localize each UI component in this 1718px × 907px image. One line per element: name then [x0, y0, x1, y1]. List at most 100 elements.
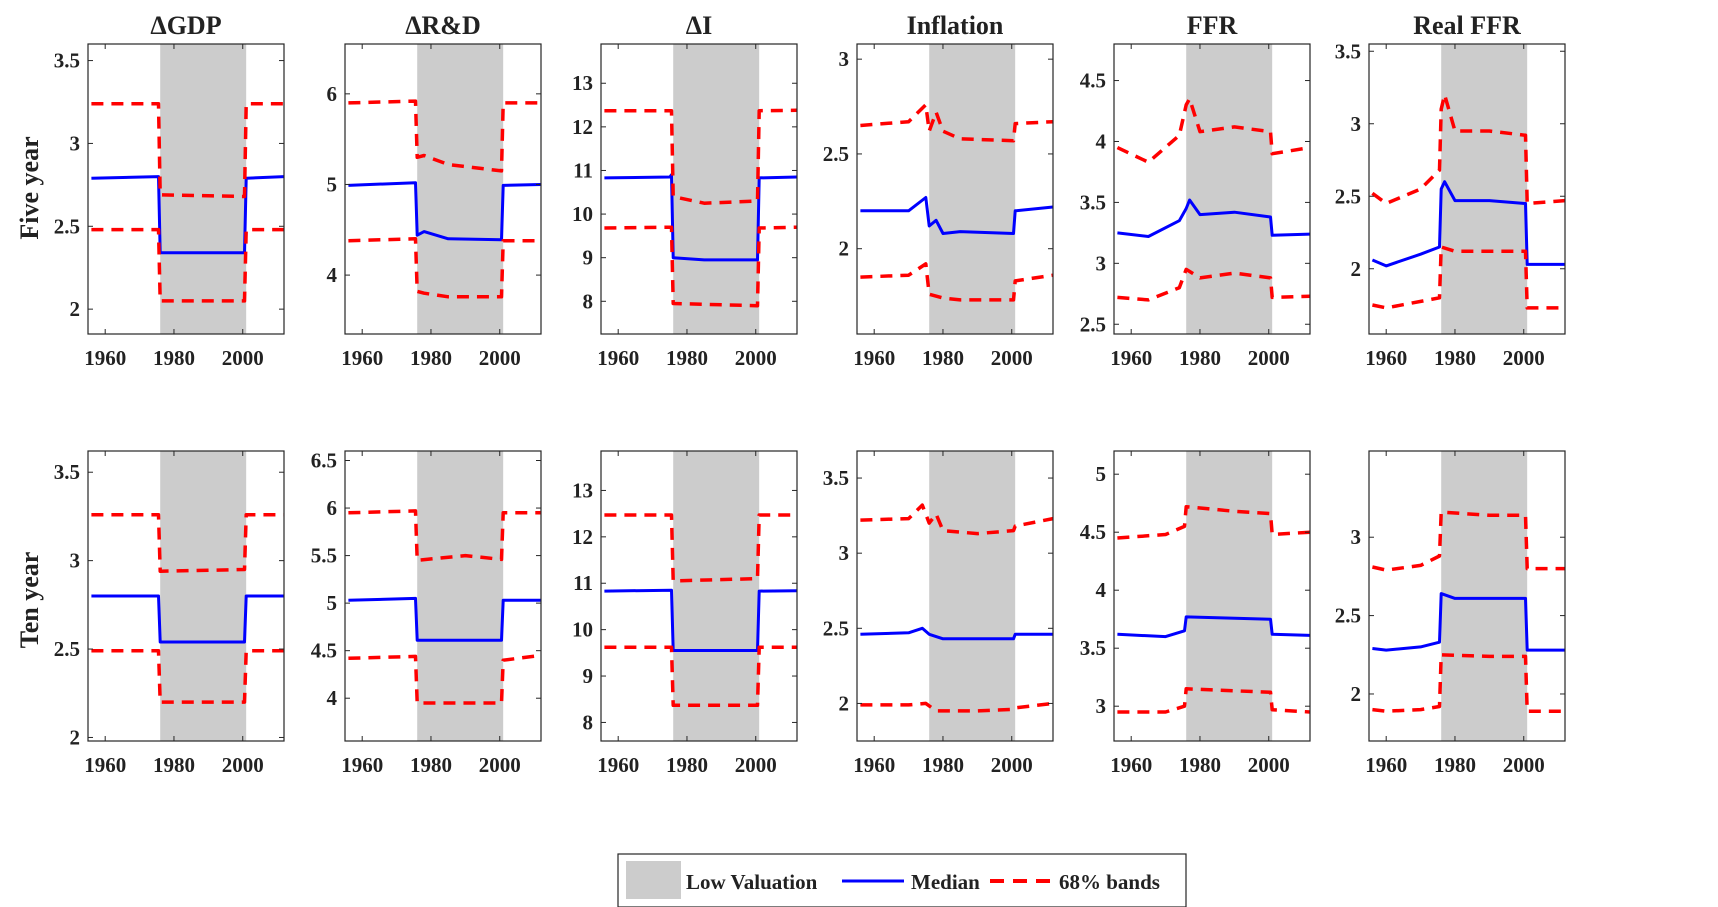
- band-lower-line: [1117, 687, 1311, 714]
- y-tick-label: 2.5: [54, 637, 80, 661]
- x-tick-label: 2000: [479, 346, 521, 370]
- low-valuation-shade: [1441, 44, 1528, 334]
- x-tick-label: 1960: [341, 346, 383, 370]
- legend-shade-swatch: [626, 861, 681, 899]
- y-tick-label: 13: [572, 478, 593, 502]
- x-tick-label: 1960: [1110, 346, 1152, 370]
- band-upper-line: [1117, 504, 1311, 540]
- y-tick-label: 3: [839, 541, 850, 565]
- y-tick-label: 4: [1096, 578, 1107, 602]
- panel-ten-year-1: 1960 1980 2000 2 2.5 3 3.5: [54, 450, 285, 777]
- band-upper-line: [91, 101, 284, 199]
- panel-ten-year-3: 1960 1980 2000 8 9 10 11 12 13: [572, 450, 798, 777]
- y-tick-label: 5: [327, 591, 338, 615]
- band-lower-line: [860, 701, 1054, 713]
- band-lower-line: [91, 649, 284, 704]
- y-tick-label: 3: [1351, 112, 1362, 136]
- legend: Low Valuation Median 68% bands: [617, 853, 1187, 907]
- band-upper-line: [604, 513, 797, 583]
- panel-five-year-2: 1960 1980 2000 4 5 6 ΔR&D: [327, 11, 542, 370]
- x-tick-label: 1980: [922, 753, 964, 777]
- y-tick-label: 2.5: [1335, 604, 1361, 628]
- x-tick-label: 1980: [1179, 346, 1221, 370]
- x-tick-label: 2000: [1503, 346, 1545, 370]
- panel-ten-year-4: 1960 1980 2000 2 2.5 3 3.5: [823, 450, 1054, 777]
- x-tick-label: 2000: [991, 753, 1033, 777]
- panel-five-year-4: 1960 1980 2000 2 2.5 3 Inflation: [823, 11, 1054, 370]
- x-tick-label: 1980: [153, 753, 195, 777]
- x-tick-label: 1980: [410, 346, 452, 370]
- y-tick-label: 3.5: [823, 466, 849, 490]
- panel-ten-year-2: 1960 1980 2000 4 4.5 5 5.5 6 6.5: [311, 449, 542, 777]
- panels: 1960 1980 2000 2 2.5 3 3.5 ΔGDP 1960 1980 2000 4 5 6 Δ…: [54, 11, 1566, 777]
- median-line: [91, 594, 284, 644]
- median-line: [860, 626, 1053, 641]
- median-line: [1117, 198, 1311, 238]
- band-lower-line: [1372, 653, 1565, 713]
- axes-box: [344, 450, 542, 742]
- low-valuation-shade: [160, 451, 247, 741]
- y-tick-label: 4: [327, 686, 338, 710]
- band-upper-line: [1116, 97, 1311, 164]
- band-upper-line: [348, 509, 541, 563]
- y-tick-label: 3: [1351, 525, 1362, 549]
- axes-box: [856, 43, 1054, 335]
- band-upper-line: [860, 102, 1054, 143]
- axes-box: [1368, 450, 1566, 742]
- axes-box: [87, 43, 285, 335]
- y-tick-label: 2.5: [823, 142, 849, 166]
- row-label-ten-year: Ten year: [15, 552, 44, 649]
- legend-bands-label: 68% bands: [1059, 870, 1160, 894]
- y-tick-label: 13: [572, 71, 593, 95]
- y-tick-label: 6: [327, 82, 338, 106]
- low-valuation-shade: [929, 44, 1016, 334]
- y-tick-label: 5: [327, 172, 338, 196]
- x-tick-label: 1960: [1110, 753, 1152, 777]
- band-upper-line: [604, 108, 798, 205]
- y-tick-label: 2: [1351, 682, 1362, 706]
- panel-title: Real FFR: [1413, 11, 1521, 40]
- band-lower-line: [348, 653, 542, 705]
- y-tick-label: 2.5: [1080, 312, 1106, 336]
- y-tick-label: 3.5: [1080, 636, 1106, 660]
- axes-box: [1113, 450, 1311, 742]
- low-valuation-shade: [673, 44, 760, 334]
- band-lower-line: [604, 225, 798, 308]
- y-tick-label: 2.5: [823, 616, 849, 640]
- x-tick-label: 1960: [84, 346, 126, 370]
- y-tick-label: 11: [573, 571, 593, 595]
- y-tick-label: 11: [573, 158, 593, 182]
- x-tick-label: 2000: [222, 346, 264, 370]
- x-tick-label: 1960: [853, 753, 895, 777]
- band-lower-line: [604, 645, 797, 708]
- x-tick-label: 1980: [153, 346, 195, 370]
- y-tick-label: 10: [572, 202, 593, 226]
- y-tick-label: 2: [839, 237, 850, 261]
- y-tick-label: 4: [327, 263, 338, 287]
- panel-title: ΔR&D: [405, 11, 481, 40]
- y-tick-label: 5: [1096, 462, 1107, 486]
- y-tick-label: 3.5: [1335, 39, 1361, 63]
- y-tick-label: 3.5: [54, 460, 80, 484]
- x-tick-label: 1980: [666, 753, 708, 777]
- x-tick-label: 1960: [597, 346, 639, 370]
- x-tick-label: 1980: [1179, 753, 1221, 777]
- median-line: [1117, 615, 1311, 639]
- y-tick-label: 3: [1096, 251, 1107, 275]
- panel-title: Inflation: [907, 11, 1004, 40]
- low-valuation-shade: [417, 44, 504, 334]
- y-tick-label: 4.5: [1080, 69, 1106, 93]
- band-upper-line: [1372, 510, 1565, 572]
- median-line: [604, 588, 798, 652]
- low-valuation-shade: [1441, 451, 1528, 741]
- y-tick-label: 12: [572, 525, 593, 549]
- band-upper-line: [860, 503, 1054, 536]
- y-tick-label: 2.5: [1335, 184, 1361, 208]
- x-tick-label: 2000: [1248, 753, 1290, 777]
- y-tick-label: 2.5: [54, 214, 80, 238]
- panel-five-year-1: 1960 1980 2000 2 2.5 3 3.5 ΔGDP: [54, 11, 285, 370]
- panel-five-year-6: 1960 1980 2000 2 2.5 3 3.5 Real FFR: [1335, 11, 1566, 370]
- x-tick-label: 1980: [922, 346, 964, 370]
- y-tick-label: 2: [1351, 257, 1362, 281]
